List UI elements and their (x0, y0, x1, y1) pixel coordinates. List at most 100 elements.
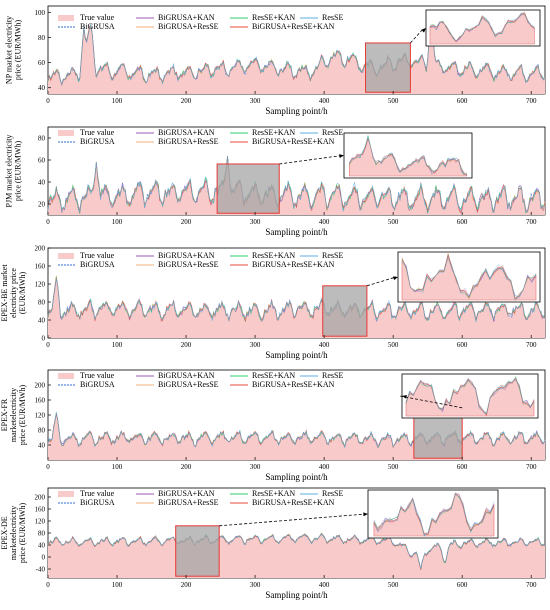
legend-swatch (58, 130, 74, 136)
y-axis-label: EPEX-FRmarketelectricityprice (EUR/MWh) (0, 385, 27, 446)
x-tick-label: 700 (526, 581, 537, 589)
y-tick-label: 60 (38, 59, 46, 67)
legend-item-bigrusa-kan: BiGRUSA+KAN (136, 251, 215, 260)
x-tick-label: 300 (250, 463, 261, 471)
y-tick-label: 80 (38, 135, 46, 143)
zoom-series-line (373, 494, 495, 536)
y-tick-label: 80 (38, 299, 46, 307)
true-value-area (48, 157, 545, 215)
zoom-arrow (219, 513, 367, 527)
x-tick-label: 300 (250, 218, 261, 226)
y-axis-label: EPEX-BE marketelectricity price(EUR/MWh) (0, 264, 27, 322)
y-tick-label: 200 (35, 245, 46, 253)
legend-item-resse: ResSE (300, 128, 343, 137)
legend-label: True value (80, 489, 115, 498)
zoom-arrow (410, 27, 425, 44)
x-tick-label: 700 (526, 218, 537, 226)
series-line-resse (47, 19, 546, 85)
x-tick-label: 200 (181, 463, 192, 471)
legend-item-bigrusa: BiGRUSA (58, 498, 115, 507)
x-tick-label: 400 (319, 581, 330, 589)
zoom-series-line (373, 493, 495, 535)
zoom-series-line (401, 257, 537, 300)
x-tick-label: 500 (388, 581, 399, 589)
zoom-series-line (405, 377, 535, 414)
legend-item-true-value: True value (58, 128, 115, 137)
x-axis-label: Sampling point/h (265, 472, 328, 482)
legend-label: ResSE (322, 251, 343, 260)
legend-item-bigrusa-resse-kan: BiGRUSA+ResSE+KAN (230, 380, 335, 389)
legend-label: True value (80, 251, 115, 260)
x-tick-label: 0 (46, 97, 50, 105)
legend-label: BiGRUSA (80, 498, 115, 507)
x-tick-label: 100 (112, 341, 123, 349)
x-tick-label: 500 (388, 97, 399, 105)
legend-label: BiGRUSA+ResSE (158, 260, 219, 269)
x-tick-label: 100 (112, 463, 123, 471)
zoom-region (322, 285, 368, 337)
x-tick-label: 400 (319, 341, 330, 349)
x-axis-label: Sampling point/h (265, 106, 328, 116)
legend-label: BiGRUSA+ResSE+KAN (252, 22, 335, 31)
y-axis-label: NP market electricityprice (EUR/MWh) (5, 16, 23, 84)
legend-item-bigrusa-resse: BiGRUSA+ResSE (136, 137, 219, 146)
zoom-region (175, 525, 220, 577)
zoom-region (216, 163, 280, 214)
y-tick-label: 40 (38, 317, 46, 325)
legend-item-bigrusa-kan: BiGRUSA+KAN (136, 128, 215, 137)
zoom-series-line (429, 12, 535, 42)
x-tick-label: 200 (181, 97, 192, 105)
zoom-series-line (349, 138, 467, 177)
zoom-series-line (373, 494, 495, 536)
zoom-arrow (399, 395, 463, 409)
zoom-arrow-head (363, 512, 368, 517)
x-tick-label: 600 (457, 97, 468, 105)
legend-label: ResSE (322, 13, 343, 22)
legend-swatch (58, 373, 74, 379)
x-tick-label: 600 (457, 341, 468, 349)
y-tick-label: 40 (38, 542, 46, 550)
legend-label: BiGRUSA (80, 380, 115, 389)
legend-item-true-value: True value (58, 251, 115, 260)
x-tick-label: 300 (250, 97, 261, 105)
legend: True value BiGRUSA+KAN ResSE+KAN ResSEBiGRU… (58, 128, 343, 146)
legend-item-bigrusa-resse-kan: BiGRUSA+ResSE+KAN (230, 260, 335, 269)
y-axis-label: PJM market electricityprice (EUR/MWh) (5, 135, 23, 208)
legend-item-bigrusa-resse-kan: BiGRUSA+ResSE+KAN (230, 498, 335, 507)
legend-item-bigrusa-resse: BiGRUSA+ResSE (136, 380, 219, 389)
legend-item-resse-kan: ResSE+KAN (230, 13, 295, 22)
legend-item-true-value: True value (58, 371, 115, 380)
x-tick-label: 700 (526, 341, 537, 349)
legend-label: ResSE+KAN (252, 371, 295, 380)
x-tick-label: 0 (46, 463, 50, 471)
y-tick-label: 80 (38, 530, 46, 538)
x-tick-label: 400 (319, 218, 330, 226)
zoom-arrow-head (339, 154, 344, 159)
x-tick-label: 200 (181, 341, 192, 349)
legend-swatch (58, 491, 74, 497)
legend-item-resse-kan: ResSE+KAN (230, 489, 295, 498)
x-tick-label: 100 (112, 97, 123, 105)
y-tick-label: -40 (36, 566, 46, 574)
legend-label: True value (80, 128, 115, 137)
legend-item-resse: ResSE (300, 251, 343, 260)
x-tick-label: 200 (181, 581, 192, 589)
y-tick-label: 160 (35, 506, 46, 514)
y-tick-label: 200 (35, 382, 46, 390)
series-line-bigrusa-resse-kan (48, 533, 546, 570)
y-tick-label: 80 (38, 427, 46, 435)
legend-item-bigrusa-resse: BiGRUSA+ResSE (136, 498, 219, 507)
legend-item-bigrusa-resse-kan: BiGRUSA+ResSE+KAN (230, 22, 335, 31)
y-tick-label: 120 (35, 518, 46, 526)
zoom-series-line (349, 136, 467, 175)
legend-label: BiGRUSA+KAN (158, 13, 215, 22)
x-axis-label: Sampling point/h (265, 590, 328, 600)
legend-item-resse-kan: ResSE+KAN (230, 371, 295, 380)
zoom-arrow (279, 155, 343, 165)
y-tick-label: 40 (38, 84, 46, 92)
legend-item-resse: ResSE (300, 489, 343, 498)
x-tick-label: 600 (457, 581, 468, 589)
legend-swatch (58, 15, 74, 21)
x-axis-label: Sampling point/h (265, 227, 328, 237)
